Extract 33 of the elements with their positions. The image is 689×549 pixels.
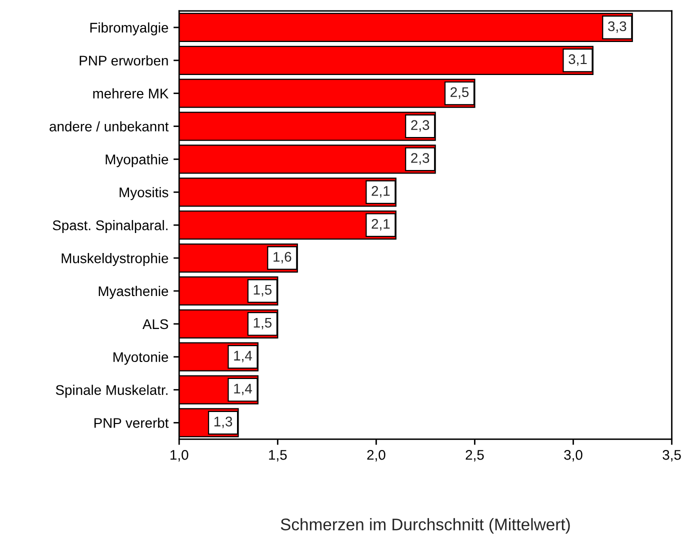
y-tick-label: Myasthenie [98,286,168,299]
y-tick-label: Fibromyalgie [90,22,168,36]
y-tick-label: PNP erworben [80,55,168,66]
y-tick-label: Spast. Spinalparal. [52,220,168,234]
y-tick-label: Muskeldystrophie [62,252,168,266]
x-tick-label: 3,5 [662,450,681,462]
x-tick-label: 2,5 [466,450,484,462]
data-label: 2,3 [411,153,430,165]
data-label: 1,6 [274,252,292,264]
data-label: 1,4 [234,350,252,362]
data-label: 1,3 [214,416,232,428]
data-label: 1,5 [254,285,272,296]
data-label: 2,1 [372,218,390,230]
y-tick-label: Spinale Muskelatr. [56,384,168,398]
data-label: 2,3 [411,120,430,132]
y-tick-label: PNP vererbt [94,418,169,428]
y-tick-label: ALS [142,319,168,330]
data-label: 1,4 [234,384,252,396]
x-tick-label: 3,0 [564,450,582,462]
data-label: 2,1 [372,186,390,198]
x-axis-title: Schmerzen im Durchschnitt (Mittelwert) [280,518,570,534]
data-label: 3,3 [608,21,626,33]
x-tick-label: 1,5 [269,450,287,462]
y-tick-label: Myopathie [106,154,168,168]
data-label: 2,5 [450,87,469,99]
data-label: 1,5 [254,318,272,330]
data-label: 3,1 [568,54,587,66]
y-tick-label: Myotonie [114,352,168,365]
x-tick-label: 2,0 [367,450,386,462]
x-tick-label: 1,0 [170,450,188,462]
y-tick-label: mehrere MK [93,88,169,98]
y-tick-label: andere / unbekannt [50,121,169,132]
y-tick-label: Myositis [120,187,168,200]
